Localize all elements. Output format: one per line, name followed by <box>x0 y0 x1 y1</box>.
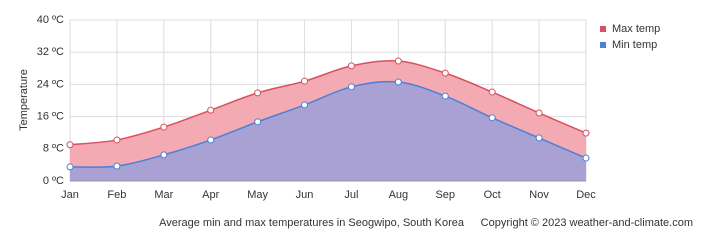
point <box>113 162 121 170</box>
point <box>160 151 168 159</box>
copyright: Copyright © 2023 weather-and-climate.com <box>481 217 693 229</box>
point <box>441 69 449 77</box>
point <box>535 109 543 117</box>
y-tick-label: 40 ºC <box>37 14 64 26</box>
y-tick-label: 24 ºC <box>37 78 64 90</box>
y-tick-label: 8 ºC <box>43 143 64 155</box>
point <box>347 83 355 91</box>
caption: Average min and max temperatures in Seog… <box>159 217 465 229</box>
point <box>66 163 74 171</box>
x-tick-label: Jan <box>61 189 79 201</box>
point <box>301 101 309 109</box>
point <box>66 141 74 149</box>
x-tick-label: Jun <box>296 189 314 201</box>
point <box>347 62 355 70</box>
y-tick-label: 16 ºC <box>37 111 64 123</box>
x-tick-label: Jul <box>344 189 358 201</box>
point <box>113 136 121 144</box>
point <box>207 106 215 114</box>
x-tick-label: Feb <box>107 189 126 201</box>
point <box>254 89 262 97</box>
point <box>301 77 309 85</box>
point <box>394 78 402 86</box>
point <box>394 57 402 65</box>
point <box>488 88 496 96</box>
point <box>254 118 262 126</box>
y-tick-label: 0 ºC <box>43 175 64 187</box>
x-tick-label: May <box>247 189 268 201</box>
point <box>488 114 496 122</box>
line <box>69 60 587 146</box>
legend-label: Max temp <box>612 23 660 35</box>
x-tick-label: Dec <box>576 189 596 201</box>
x-tick-label: Apr <box>202 189 219 201</box>
y-axis-label: Temperature <box>18 69 30 131</box>
x-tick-label: Aug <box>389 189 409 201</box>
point <box>160 123 168 131</box>
x-tick-label: Nov <box>529 189 549 201</box>
point <box>535 134 543 142</box>
x-tick-label: Sep <box>435 189 455 201</box>
x-tick-label: Mar <box>154 189 173 201</box>
legend-swatch <box>600 42 606 48</box>
y-tick-label: 32 ºC <box>37 46 64 58</box>
legend-swatch <box>600 26 606 32</box>
chart: Temperature Average min and max temperat… <box>18 14 693 229</box>
point <box>582 154 590 162</box>
x-tick-label: Oct <box>484 189 501 201</box>
legend-label: Min temp <box>612 39 657 51</box>
line <box>69 80 587 168</box>
area <box>70 81 586 181</box>
point <box>441 92 449 100</box>
point <box>207 136 215 144</box>
point <box>582 129 590 137</box>
